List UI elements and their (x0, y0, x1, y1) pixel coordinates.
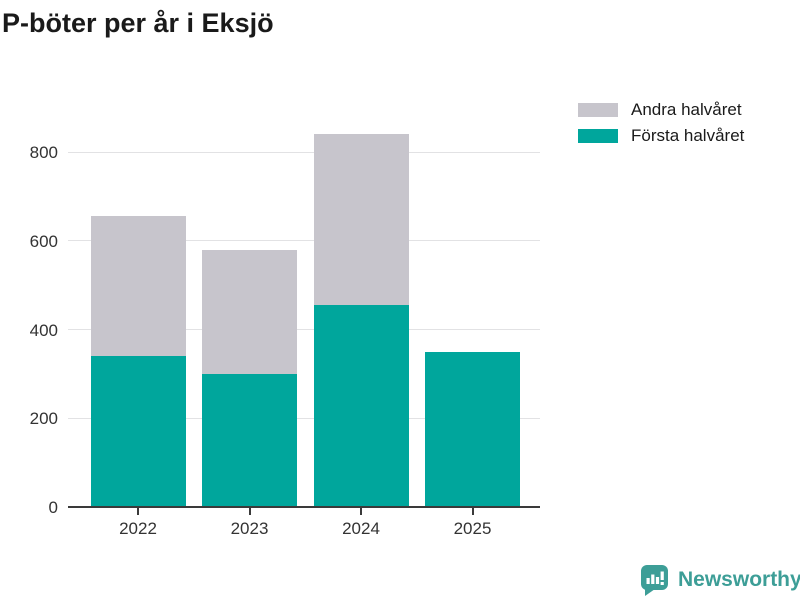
x-axis-tick-label: 2025 (453, 519, 492, 538)
legend-item-andra-halvaret: Andra halvåret (578, 97, 744, 123)
x-axis-tick-label: 2023 (230, 519, 269, 538)
bar-2023-första-halvåret (202, 373, 297, 507)
legend-swatch-forsta-halvaret (578, 129, 618, 143)
gridline-400 (68, 329, 540, 330)
y-axis-tick-label: 200 (29, 409, 58, 429)
y-axis-tick-label: 600 (29, 231, 58, 251)
x-axis-tick-label: 2022 (119, 519, 157, 538)
legend-swatch-andra-halvaret (578, 103, 618, 117)
bar-2025-första-halvåret (425, 351, 520, 507)
newsworthy-logo: Newsworthy (638, 563, 800, 596)
newsworthy-chart-bubble-icon (641, 565, 668, 596)
x-axis-tick-label: 2024 (342, 519, 380, 538)
newsworthy-wordmark: Newsworthy (678, 567, 800, 591)
bar-2024-andra-halvåret (313, 134, 409, 306)
legend-item-forsta-halvaret: Första halvåret (578, 123, 744, 149)
bar-2022-andra-halvåret (90, 216, 186, 357)
gridline-200 (68, 417, 540, 419)
gridline-600 (68, 240, 540, 242)
y-axis-tick-label: 400 (29, 320, 58, 340)
bar-2022-första-halvåret (90, 356, 186, 507)
y-axis-tick-label: 800 (29, 143, 58, 162)
y-axis-tick-label: 0 (48, 498, 58, 517)
gridline-800 (68, 151, 540, 153)
bar-2024-första-halvåret (313, 305, 409, 507)
x-axis-tickmark (137, 508, 139, 515)
bar-2023-andra-halvåret (202, 249, 297, 374)
x-axis-line (68, 506, 540, 508)
x-axis-tickmark (360, 508, 362, 515)
x-axis-tickmark (248, 508, 251, 515)
legend-label-forsta-halvaret: Första halvåret (631, 126, 745, 145)
x-axis-tickmark (471, 508, 474, 515)
legend: Andra halvåret Första halvåret (578, 97, 744, 149)
legend-label-andra-halvaret: Andra halvåret (631, 100, 742, 119)
chart-title: P-böter per år i Eksjö (2, 8, 274, 38)
